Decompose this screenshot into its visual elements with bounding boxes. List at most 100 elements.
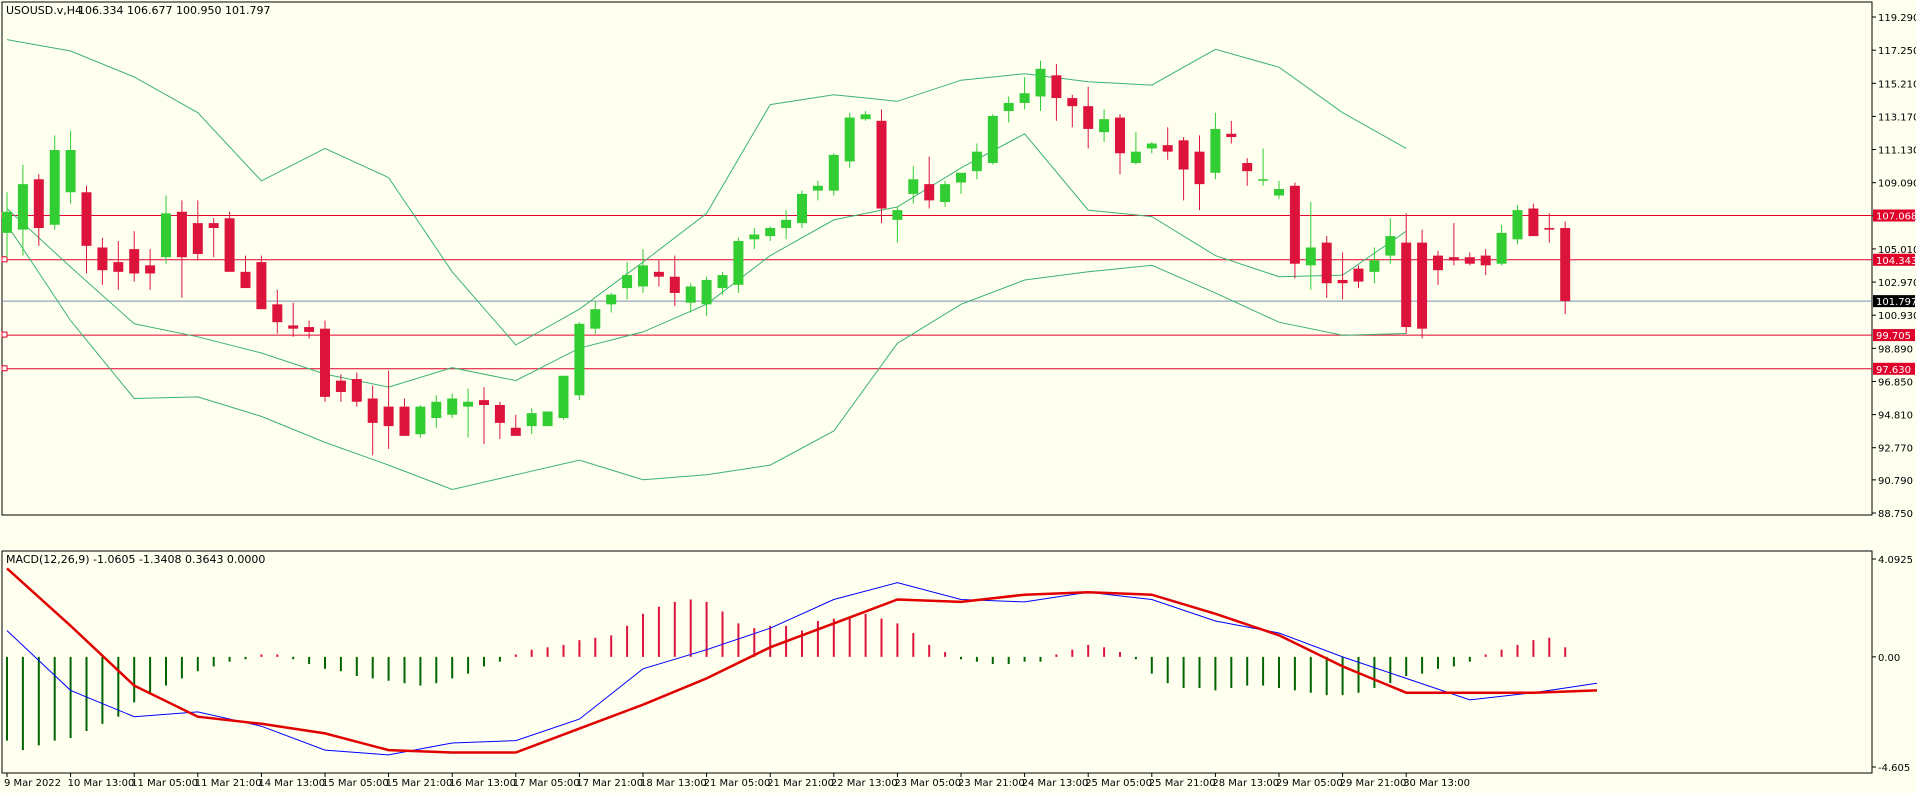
candle-body [781, 219, 792, 228]
time-tick-label: 22 Mar 13:00 [831, 778, 898, 789]
candle-body [1321, 242, 1332, 284]
candle-body [447, 398, 458, 415]
candle-body [1146, 143, 1157, 149]
candle-body [208, 223, 219, 228]
candle-body [685, 286, 696, 303]
level-tag [1873, 362, 1915, 375]
candle-body [765, 227, 776, 237]
candle-body [940, 184, 951, 203]
candle-body [224, 218, 235, 272]
level-tag [1873, 253, 1915, 266]
price-tick-label: 92.770 [1878, 444, 1913, 455]
candle-body [1019, 93, 1030, 103]
candle-body [622, 275, 633, 289]
price-tick-label: 113.170 [1878, 112, 1916, 123]
candle-body [49, 150, 60, 225]
candle-body [971, 151, 982, 172]
candle-body [558, 375, 569, 418]
macd-histogram [6, 599, 1567, 751]
candle-body [1496, 232, 1507, 264]
level-tag-label: 107.068 [1876, 212, 1916, 223]
level-tag [1873, 329, 1915, 342]
candle-body [1115, 117, 1125, 154]
macd-tick-label: 4.0925 [1878, 555, 1913, 566]
candle-body [335, 380, 346, 393]
candle-body [1480, 255, 1491, 266]
candle-body [1337, 279, 1348, 284]
candle-body [1194, 151, 1205, 185]
candle-body [1242, 163, 1253, 172]
time-tick-label: 11 Mar 05:00 [131, 778, 198, 789]
candle-body [1274, 189, 1284, 196]
candle-body [542, 411, 553, 427]
candle-body [431, 401, 442, 418]
price-tags: 107.068 104.343 99.705 97.630 101.797 [1873, 209, 1916, 376]
ohlc-header: 106.334 106.677 100.950 101.797 [78, 4, 270, 17]
time-tick-label: 16 Mar 13:00 [449, 778, 516, 789]
candle-body [987, 115, 998, 164]
candle-body [1051, 75, 1062, 99]
candle-body [272, 304, 283, 323]
time-tick-label: 11 Mar 21:00 [195, 778, 262, 789]
time-tick-label: 23 Mar 21:00 [958, 778, 1025, 789]
time-tick-label: 25 Mar 05:00 [1085, 778, 1152, 789]
candle-body [415, 406, 426, 435]
price-tick-label: 98.890 [1878, 344, 1913, 355]
candle-body [1210, 128, 1221, 173]
level-tag [1873, 209, 1915, 222]
candle-body [81, 192, 92, 246]
candle-body [399, 406, 410, 436]
time-tick-label: 15 Mar 05:00 [322, 778, 389, 789]
candles [2, 60, 1571, 456]
candle-body [320, 328, 330, 397]
candle-body [1003, 102, 1014, 112]
candle-body [1560, 227, 1571, 302]
time-tick-label: 29 Mar 21:00 [1340, 778, 1407, 789]
time-tick-label: 30 Mar 13:00 [1403, 778, 1470, 789]
price-tick-label: 115.210 [1878, 79, 1916, 90]
candle-body [1178, 140, 1189, 170]
price-tick-label: 105.010 [1878, 245, 1916, 256]
time-tick-label: 29 Mar 05:00 [1276, 778, 1343, 789]
time-tick-label: 28 Mar 13:00 [1212, 778, 1279, 789]
macd-axis: 4.0925 0.00 -4.605 [1872, 555, 1913, 774]
macd-line [6, 582, 1598, 756]
candle-body [892, 210, 903, 220]
time-tick-label: 17 Mar 21:00 [576, 778, 643, 789]
candle-body [956, 172, 966, 183]
candle-body [1448, 257, 1459, 261]
candle-body [1353, 268, 1364, 282]
candle-body [1385, 236, 1396, 256]
candle-body [1067, 98, 1078, 107]
time-tick-label: 23 Mar 05:00 [894, 778, 961, 789]
level-tag-label: 104.343 [1876, 256, 1916, 267]
time-tick-label: 9 Mar 2022 [4, 778, 61, 789]
price-tick-label: 111.130 [1878, 146, 1916, 157]
level-tag-label: 97.630 [1876, 365, 1911, 376]
candle-body [812, 185, 823, 191]
candle-body [383, 406, 394, 427]
candle-body [33, 179, 44, 228]
candle-body [1035, 68, 1046, 97]
candle-body [1305, 247, 1316, 266]
candle-body [256, 262, 267, 310]
time-tick-label: 17 Mar 05:00 [513, 778, 580, 789]
candle-body [1544, 227, 1555, 230]
candle-body [351, 379, 362, 402]
macd-title: MACD(12,26,9) -1.0605 -1.3408 0.3643 0.0… [6, 553, 265, 566]
candle-body [1130, 151, 1141, 164]
candle-body [176, 211, 187, 258]
candle-body [1099, 119, 1110, 133]
candle-body [590, 309, 601, 329]
candle-body [606, 294, 617, 305]
candle-body [669, 276, 680, 293]
candle-body [844, 117, 855, 162]
candle-body [240, 271, 251, 289]
time-tick-label: 14 Mar 13:00 [258, 778, 325, 789]
time-tick-label: 10 Mar 13:00 [68, 778, 135, 789]
level-tag-label: 99.705 [1876, 331, 1911, 342]
candle-body [2, 211, 12, 233]
candle-body [1433, 255, 1443, 271]
candle-body [1401, 242, 1412, 328]
